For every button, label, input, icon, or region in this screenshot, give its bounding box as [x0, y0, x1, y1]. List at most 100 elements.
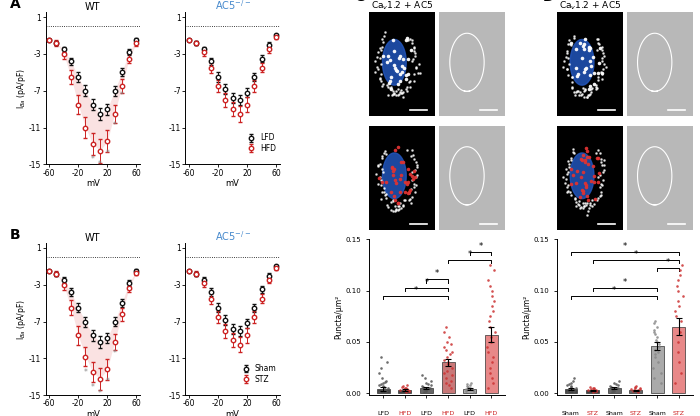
Point	[570, 92, 581, 98]
Point	[485, 364, 496, 371]
Text: *: *	[634, 250, 638, 259]
Point	[468, 389, 480, 396]
Point	[596, 189, 607, 196]
Point	[593, 174, 604, 181]
Bar	[564, 389, 578, 393]
Bar	[485, 335, 498, 393]
Point	[407, 56, 419, 62]
Point	[585, 177, 596, 184]
Point	[586, 62, 597, 69]
Point	[565, 155, 576, 161]
Point	[374, 44, 386, 51]
Point	[581, 94, 592, 101]
Point	[377, 387, 388, 394]
Point	[386, 86, 397, 92]
Point	[583, 208, 594, 214]
Point	[568, 388, 580, 394]
Point	[395, 387, 406, 394]
Point	[460, 386, 471, 392]
Point	[575, 205, 586, 212]
Point	[395, 89, 406, 96]
Bar	[651, 346, 664, 393]
Point	[671, 313, 682, 319]
Point	[410, 188, 421, 195]
Point	[490, 328, 501, 335]
Title: Ca$_v$1.2 + AC5: Ca$_v$1.2 + AC5	[371, 0, 433, 12]
Point	[598, 166, 610, 173]
Text: STZ: STZ	[629, 173, 644, 182]
Point	[386, 199, 397, 206]
Point	[410, 174, 421, 181]
Legend: LFD, HFD: LFD, HFD	[246, 134, 276, 153]
Point	[394, 71, 405, 78]
Point	[409, 48, 420, 55]
Point	[561, 189, 573, 196]
Point	[404, 78, 415, 85]
Point	[377, 52, 388, 59]
Point	[580, 35, 591, 42]
Point	[374, 174, 385, 181]
X-axis label: mV: mV	[86, 410, 99, 416]
Point	[406, 37, 417, 43]
Point	[486, 339, 497, 345]
Point	[379, 147, 390, 154]
Point	[442, 354, 453, 361]
Bar	[377, 389, 390, 393]
Point	[593, 195, 604, 202]
Point	[584, 72, 596, 78]
Point	[398, 89, 409, 95]
Point	[375, 381, 386, 387]
Point	[378, 384, 389, 390]
Point	[566, 79, 578, 85]
Point	[401, 35, 412, 41]
Bar	[673, 327, 685, 393]
Point	[575, 193, 586, 200]
Point	[597, 50, 608, 56]
Point	[561, 176, 572, 183]
Point	[465, 385, 476, 391]
Point	[400, 85, 412, 92]
Point	[613, 378, 624, 384]
Point	[558, 174, 569, 181]
Point	[590, 387, 601, 394]
Point	[404, 189, 415, 196]
Point	[633, 389, 644, 396]
Point	[593, 77, 604, 83]
Point	[397, 90, 408, 97]
Point	[567, 172, 578, 178]
Point	[378, 39, 389, 45]
Point	[413, 60, 424, 67]
Point	[589, 196, 601, 203]
Point	[403, 197, 414, 203]
Point	[397, 201, 408, 208]
Point	[565, 42, 576, 49]
Point	[633, 387, 644, 394]
Point	[568, 33, 579, 40]
Point	[673, 297, 684, 304]
Point	[377, 44, 388, 50]
Point	[382, 385, 393, 391]
Text: STZ: STZ	[673, 411, 685, 416]
Point	[596, 47, 607, 53]
Bar	[629, 390, 643, 393]
Point	[593, 179, 604, 186]
Point	[389, 91, 400, 98]
Point	[649, 330, 660, 337]
Point	[376, 364, 387, 371]
Point	[580, 182, 592, 188]
Point	[628, 388, 639, 394]
Point	[673, 339, 684, 345]
Point	[461, 388, 472, 394]
Point	[577, 84, 588, 91]
Point	[384, 84, 395, 91]
Text: B: B	[10, 228, 20, 242]
Bar	[398, 390, 412, 393]
Text: *: *	[414, 286, 418, 295]
Point	[573, 71, 584, 78]
Point	[393, 144, 404, 151]
Point	[592, 36, 603, 42]
Point	[384, 78, 395, 84]
Point	[580, 86, 591, 93]
Point	[587, 163, 598, 169]
Point	[405, 196, 416, 203]
